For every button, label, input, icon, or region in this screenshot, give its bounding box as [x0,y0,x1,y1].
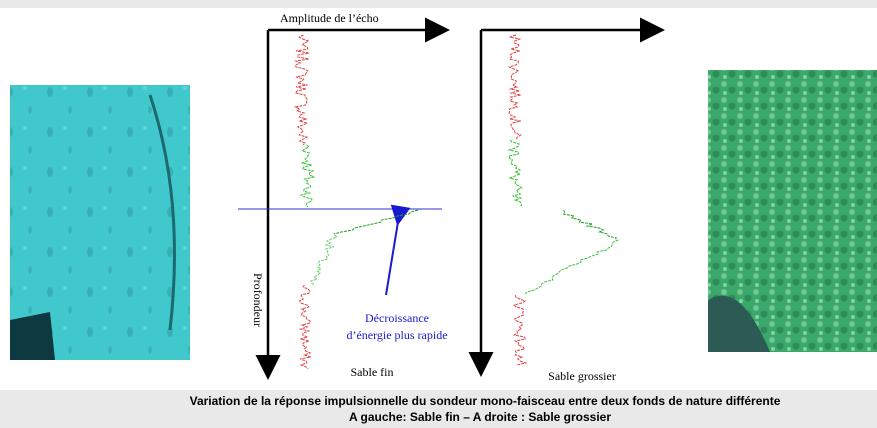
photo-detail [708,295,770,352]
echo-trace [512,294,528,366]
right-plot: Sable grossier [468,17,665,383]
plot-label: Sable fin [351,365,394,379]
echo-trace [333,209,419,235]
y-axis-label: Profondeur [251,273,265,327]
echo-trace [507,139,523,207]
plot-label: Sable grossier [548,369,616,383]
annotation: d’énergie plus rapide [346,328,447,342]
echo-trace [507,34,522,140]
caption: Variation de la réponse impulsionnelle d… [190,394,781,408]
photo-detail [10,312,55,360]
echo-trace [562,209,617,241]
echo-trace [310,234,338,286]
caption: A gauche: Sable fin – A droite : Sable g… [349,410,611,424]
echo-trace [298,284,312,370]
x-axis-label: Amplitude de l’écho [280,11,379,25]
annotation-arrow [385,204,411,296]
annotation: Décroissance [365,311,429,325]
echo-trace [293,34,311,146]
left-plot: Amplitude de l’écho Profondeur Décroissa… [238,11,450,380]
photo-detail [148,94,176,331]
echo-trace [299,144,316,208]
